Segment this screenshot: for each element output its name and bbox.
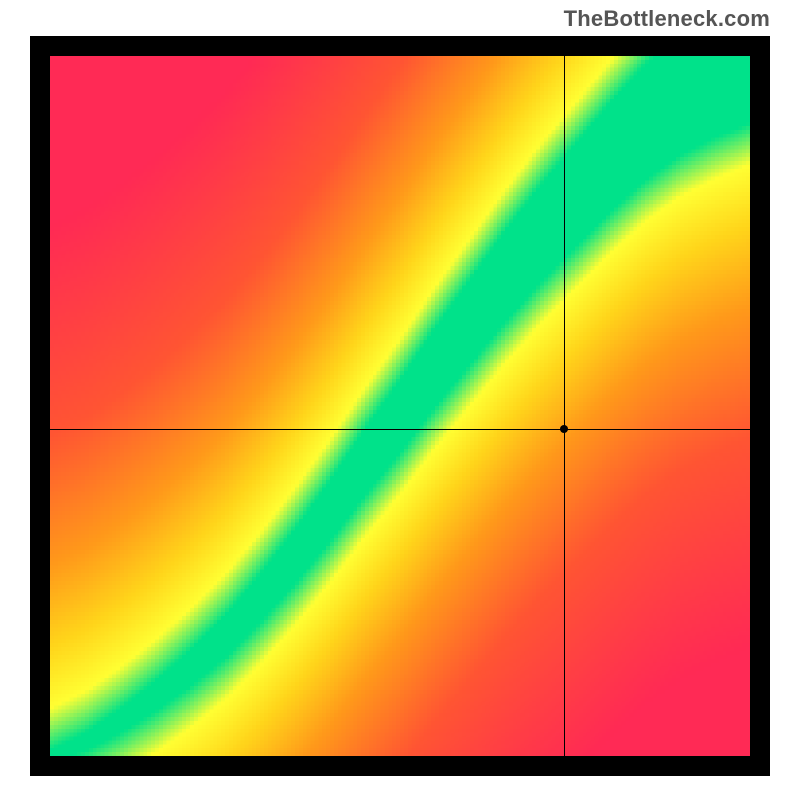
heatmap-canvas	[50, 56, 750, 756]
chart-container: TheBottleneck.com	[0, 0, 800, 800]
attribution-text: TheBottleneck.com	[564, 6, 770, 32]
chart-frame	[30, 36, 770, 776]
plot-area	[50, 56, 750, 756]
